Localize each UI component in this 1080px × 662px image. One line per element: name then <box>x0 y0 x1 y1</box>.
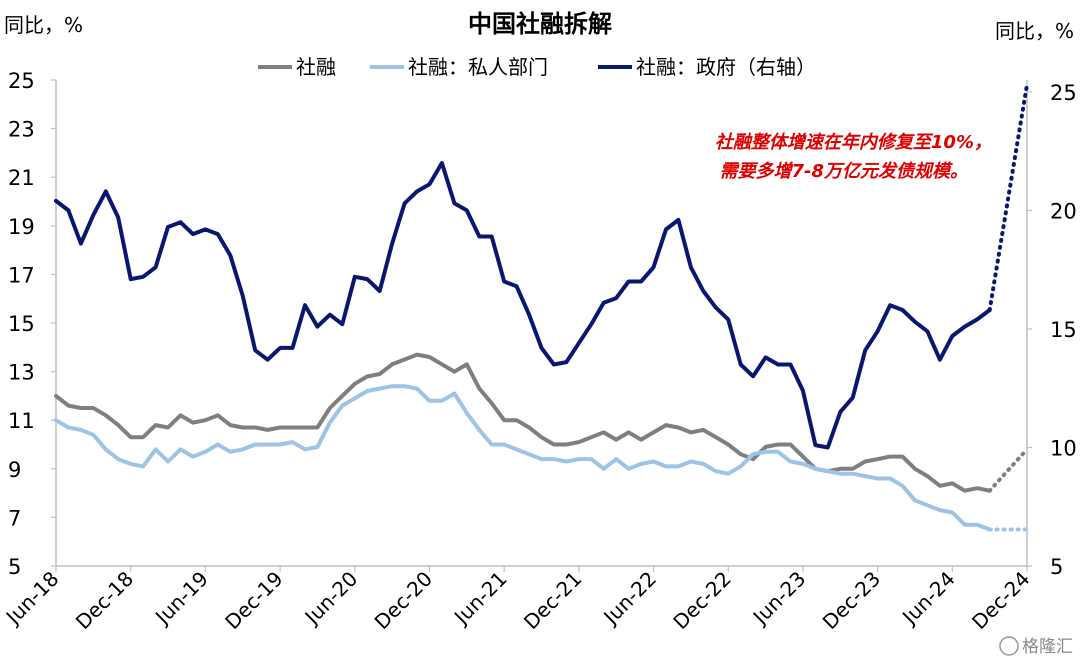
x-tick-label: Dec-20 <box>370 567 437 634</box>
right-tick-label: 15 <box>1050 318 1077 342</box>
x-tick-label: Dec-23 <box>818 567 885 634</box>
legend-label-government: 社融：政府（右轴） <box>636 55 816 79</box>
x-tick-label: Jun-20 <box>299 567 363 631</box>
series-layer <box>54 82 1029 532</box>
legend-label-private: 社融：私人部门 <box>408 55 548 79</box>
legend: 社融 社融：私人部门 社融：政府（右轴） <box>258 55 816 79</box>
watermark-text: 格隆汇 <box>1022 637 1073 657</box>
series-line-government <box>54 161 992 450</box>
legend-item-private: 社融：私人部门 <box>370 55 548 79</box>
legend-label-total: 社融 <box>296 55 336 79</box>
left-axis-unit: 同比，% <box>4 13 83 37</box>
right-tick-label: 5 <box>1050 555 1063 579</box>
x-tick-label: Dec-21 <box>519 567 586 634</box>
left-tick-label: 5 <box>8 555 21 579</box>
right-tick-label: 25 <box>1050 81 1077 105</box>
series-line-total <box>54 352 992 493</box>
x-tick-label: Dec-19 <box>220 567 287 634</box>
projection-line-total <box>987 447 1029 493</box>
watermark: 格隆汇 <box>999 636 1073 657</box>
left-tick-label: 25 <box>8 69 35 93</box>
left-tick-label: 17 <box>8 263 35 287</box>
left-tick-label: 15 <box>8 312 35 336</box>
x-tick-label: Dec-18 <box>71 567 138 634</box>
left-tick-label: 11 <box>8 409 35 433</box>
legend-item-total: 社融 <box>258 55 336 79</box>
left-tick-label: 9 <box>8 458 21 482</box>
x-tick-label: Jun-19 <box>149 567 213 631</box>
left-tick-label: 23 <box>8 118 35 142</box>
annotation-line-2: 需要多增7-8万亿元发债规模。 <box>719 161 968 182</box>
left-tick-label: 21 <box>8 166 35 190</box>
x-tick-label: Jun-22 <box>597 567 661 631</box>
x-tick-label: Dec-24 <box>967 567 1034 634</box>
left-tick-label: 7 <box>8 506 21 530</box>
chart-title: 中国社融拆解 <box>468 10 612 38</box>
x-tick-label: Dec-22 <box>668 567 735 634</box>
left-tick-label: 19 <box>8 215 35 239</box>
x-tick-label: Jun-21 <box>448 567 512 631</box>
watermark-logo-icon <box>999 636 1019 656</box>
x-tick-label: Jun-24 <box>896 567 960 631</box>
series-line-private <box>54 384 992 532</box>
projection-line-government <box>987 82 1029 312</box>
x-tick-label: Jun-23 <box>747 567 811 631</box>
legend-item-government: 社融：政府（右轴） <box>598 55 816 79</box>
annotation-line-1: 社融整体增速在年内修复至10%， <box>715 132 992 153</box>
right-tick-label: 20 <box>1050 199 1077 223</box>
right-axis-unit: 同比，% <box>995 19 1074 43</box>
right-tick-label: 10 <box>1050 436 1077 460</box>
left-tick-label: 13 <box>8 361 35 385</box>
